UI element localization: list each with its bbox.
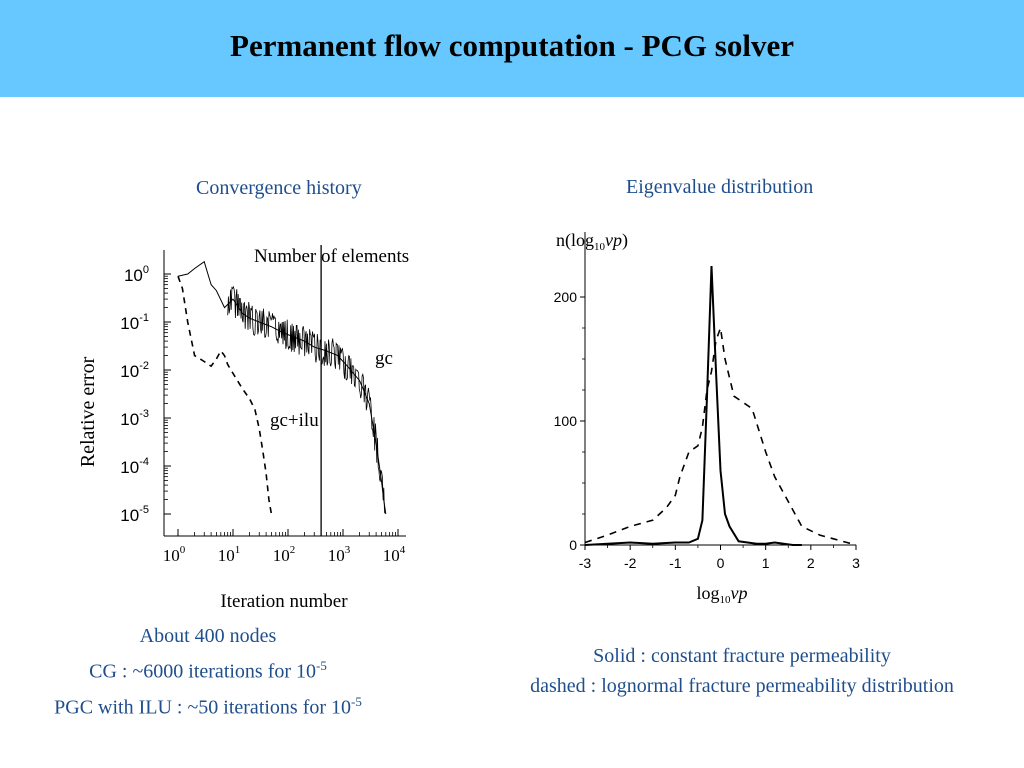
series-gc-label: gc <box>375 348 393 369</box>
y-tick-label: 10-1 <box>120 312 149 333</box>
title-banner <box>0 0 1024 97</box>
convergence-notes: About 400 nodes CG : ~6000 iterations fo… <box>0 621 416 722</box>
eigenvalue-panel-title: Eigenvalue distribution <box>626 176 814 198</box>
y-tick-label: 100 <box>554 413 578 429</box>
x-tick-label: -3 <box>579 555 592 571</box>
series-gc-ilu-line <box>177 275 273 515</box>
series-dashed-line <box>584 327 857 546</box>
convergence-y-label: Relative error <box>77 356 99 467</box>
series-gc-oscillation <box>227 285 385 514</box>
convergence-panel-title: Convergence history <box>196 177 362 199</box>
x-tick-label: 2 <box>807 555 815 571</box>
convergence-y-ticks: 100 10-1 10-2 10-3 10-4 10-5 <box>120 264 171 525</box>
note-cg: CG : ~6000 iterations for 10-5 <box>89 658 327 683</box>
eigenvalue-x-label: log10vp <box>696 583 747 606</box>
x-tick-label: 1 <box>762 555 770 571</box>
y-tick-label: 10-2 <box>120 360 149 381</box>
convergence-x-label: Iteration number <box>220 591 348 612</box>
x-tick-label: 0 <box>717 555 725 571</box>
slide-title: Permanent flow computation - PCG solver <box>230 28 794 63</box>
y-tick-label: 10-5 <box>120 504 149 525</box>
convergence-x-ticks: 100 101 102 103 104 <box>163 529 406 565</box>
note-nodes: About 400 nodes <box>139 625 277 647</box>
x-tick-label: 100 <box>163 544 186 565</box>
y-tick-label: 10-4 <box>120 456 149 477</box>
x-tick-label: -1 <box>669 555 682 571</box>
y-tick-label: 0 <box>569 537 577 553</box>
series-gc-line <box>177 260 387 515</box>
eigenvalue-notes: Solid : constant fracture permeability d… <box>462 641 1022 701</box>
note-pgc-ilu: PGC with ILU : ~50 iterations for 10-5 <box>54 693 362 719</box>
convergence-minor-ticks <box>164 275 396 536</box>
note-solid: Solid : constant fracture permeability <box>593 645 891 667</box>
eigenvalue-x-ticks: -3 -2 -1 0 1 2 3 <box>579 545 860 571</box>
y-tick-label: 100 <box>124 264 149 285</box>
eigenvalue-y-label: n(log10vp) <box>556 230 628 253</box>
y-tick-label: 10-3 <box>120 408 149 429</box>
eigenvalue-y-ticks: 0 100 200 <box>554 289 585 553</box>
x-tick-label: -2 <box>624 555 637 571</box>
x-tick-label: 3 <box>852 555 860 571</box>
x-tick-label: 103 <box>328 544 351 565</box>
eigenvalue-chart: 0 100 200 -3 -2 -1 0 1 2 3 n(log10vp) log10vp <box>554 230 860 606</box>
series-solid-line <box>584 265 802 546</box>
x-tick-label: 104 <box>383 544 406 565</box>
y-tick-label: 200 <box>554 289 578 305</box>
x-tick-label: 102 <box>273 544 296 565</box>
note-dashed: dashed : lognormal fracture permeability… <box>530 675 954 697</box>
x-tick-label: 101 <box>218 544 241 565</box>
vline-label: Number of elements <box>254 246 409 267</box>
series-gc-ilu-label: gc+ilu <box>270 410 319 431</box>
